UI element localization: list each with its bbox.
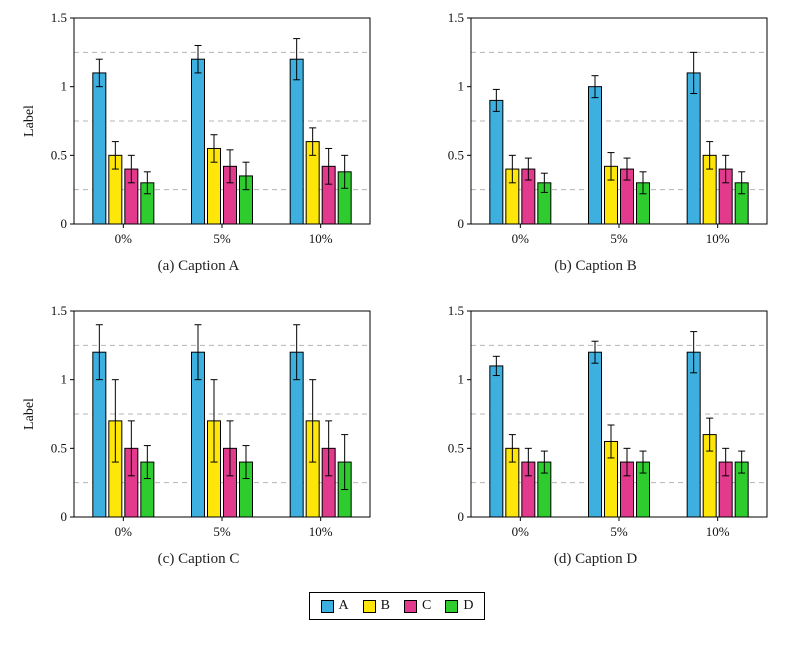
y-tick-label: 0 xyxy=(457,509,464,524)
y-axis-label: Label xyxy=(22,398,37,430)
x-tick-label: 10% xyxy=(308,231,332,246)
y-tick-label: 0 xyxy=(60,509,67,524)
y-tick-label: 1 xyxy=(457,372,464,387)
legend-label-A: A xyxy=(338,598,349,613)
x-tick-label: 0% xyxy=(114,231,132,246)
bar-chart-a: 0 0.5 1 1.5 0% 5% 10% Label xyxy=(22,10,370,246)
subplot-a: 0 0.5 1 1.5 0% 5% 10% Label (a) Caption A xyxy=(0,8,397,275)
y-tick-label: 1 xyxy=(457,79,464,94)
legend-item-C: C xyxy=(404,598,431,614)
legend-swatch-D xyxy=(445,599,459,613)
x-tick-label: 0% xyxy=(114,524,132,539)
bar-A-0% xyxy=(488,365,503,518)
bar-A-5% xyxy=(587,86,602,225)
bar-A-10% xyxy=(686,72,701,225)
y-tick-label: 0.5 xyxy=(447,440,463,455)
y-tick-label: 1.5 xyxy=(50,303,66,318)
x-tick-label: 0% xyxy=(511,231,528,246)
bar-A-5% xyxy=(190,58,205,225)
y-tick-label: 1 xyxy=(60,79,67,94)
subplot-c: 0 0.5 1 1.5 0% 5% 10% Label (c) Caption C xyxy=(0,301,397,568)
x-tick-label: 0% xyxy=(511,524,528,539)
bar-A-5% xyxy=(587,351,602,518)
legend-label-B: B xyxy=(380,598,390,613)
legend-item-A: A xyxy=(320,598,349,614)
bar-A-10% xyxy=(289,58,304,225)
y-tick-label: 0.5 xyxy=(50,440,66,455)
y-tick-label: 1.5 xyxy=(447,10,463,25)
bar-chart-b: 0 0.5 1 1.5 0% 5% 10% xyxy=(447,10,767,246)
caption-a: (a) Caption A xyxy=(157,258,240,274)
bar-chart-d: 0 0.5 1 1.5 0% 5% 10% xyxy=(447,303,767,539)
y-tick-label: 0.5 xyxy=(50,147,66,162)
bar-A-0% xyxy=(488,99,503,225)
x-tick-label: 5% xyxy=(213,231,231,246)
x-tick-label: 10% xyxy=(705,231,729,246)
y-tick-label: 0.5 xyxy=(447,147,463,162)
legend-label-D: D xyxy=(463,598,474,613)
bar-A-0% xyxy=(91,72,106,225)
caption-d: (d) Caption D xyxy=(553,551,638,567)
x-tick-label: 10% xyxy=(705,524,729,539)
bar-A-10% xyxy=(686,351,701,518)
legend-swatch-B xyxy=(362,599,376,613)
legend: A B C D xyxy=(308,592,486,620)
y-tick-label: 1.5 xyxy=(447,303,463,318)
x-tick-label: 10% xyxy=(308,524,332,539)
x-tick-label: 5% xyxy=(610,231,628,246)
legend-swatch-C xyxy=(404,599,417,613)
legend-wrap: A B C D xyxy=(0,592,794,620)
y-axis-label: Label xyxy=(22,105,37,137)
subplot-d: 0 0.5 1 1.5 0% 5% 10% (d) Caption D xyxy=(397,301,794,568)
y-tick-label: 0 xyxy=(457,216,464,231)
figure-grid: 0 0.5 1 1.5 0% 5% 10% Label (a) Caption A 0 0.5 1… xyxy=(0,8,794,568)
y-tick-label: 0 xyxy=(60,216,67,231)
legend-swatch-A xyxy=(320,599,334,613)
x-tick-label: 5% xyxy=(610,524,628,539)
bar-chart-c: 0 0.5 1 1.5 0% 5% 10% Label xyxy=(22,303,370,539)
y-tick-label: 1.5 xyxy=(50,10,66,25)
legend-item-D: D xyxy=(445,598,473,614)
legend-item-B: B xyxy=(362,598,390,614)
y-tick-label: 1 xyxy=(60,372,67,387)
caption-c: (c) Caption C xyxy=(157,551,240,567)
caption-b: (b) Caption B xyxy=(554,258,637,274)
subplot-b: 0 0.5 1 1.5 0% 5% 10% (b) Caption B xyxy=(397,8,794,275)
x-tick-label: 5% xyxy=(213,524,231,539)
legend-label-C: C xyxy=(422,598,432,613)
